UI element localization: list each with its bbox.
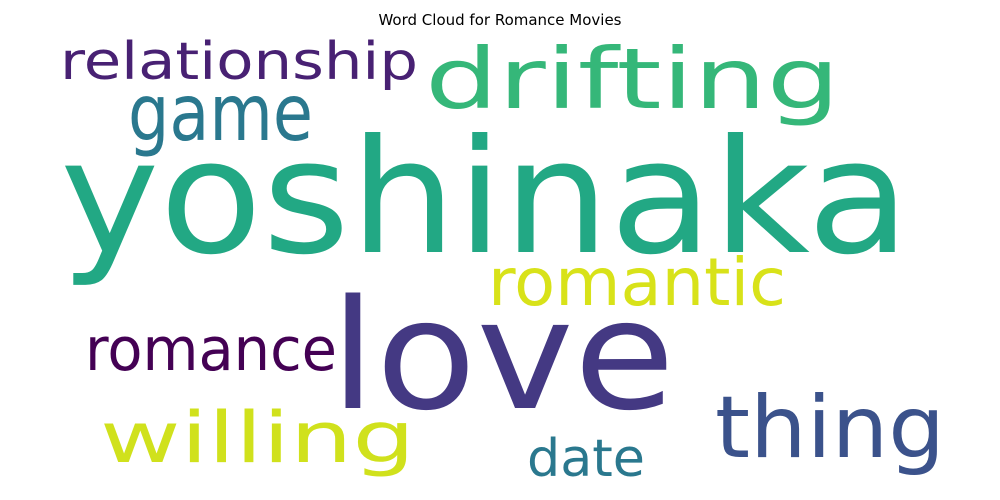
chart-title: Word Cloud for Romance Movies xyxy=(378,11,622,29)
word-yoshinaka: yoshinaka xyxy=(60,106,910,290)
word-drifting: drifting xyxy=(425,30,840,128)
word-love: love xyxy=(330,267,675,444)
word-willing: willing xyxy=(100,397,415,479)
word-date: date xyxy=(527,429,645,489)
word-thing: thing xyxy=(715,378,945,478)
word-relationship: relationship xyxy=(60,32,418,92)
word-romance: romance xyxy=(85,315,337,385)
word-game: game xyxy=(128,69,313,159)
word-romantic: romantic xyxy=(488,244,786,321)
